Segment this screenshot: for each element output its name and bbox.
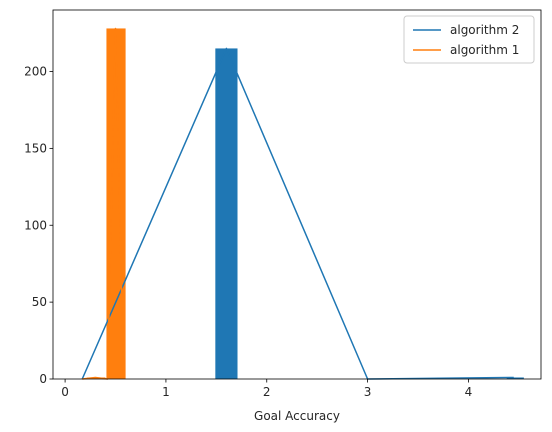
legend-label-algorithm-1: algorithm 1 bbox=[450, 43, 519, 57]
x-tick-label: 2 bbox=[263, 385, 271, 399]
x-tick-label: 3 bbox=[364, 385, 372, 399]
y-tick-label: 150 bbox=[24, 141, 47, 155]
line-algorithm-2 bbox=[81, 47, 514, 380]
legend-box bbox=[403, 15, 535, 64]
legend: algorithm 2 algorithm 1 bbox=[403, 15, 535, 64]
plot-frame bbox=[52, 9, 542, 380]
y-tick-label: 200 bbox=[24, 65, 47, 79]
x-axis: 0 1 2 3 4 bbox=[61, 379, 472, 399]
x-tick-label: 0 bbox=[61, 385, 69, 399]
bar-algorithm-2-1 bbox=[506, 377, 524, 379]
bars-layer bbox=[87, 28, 524, 379]
y-axis: 0 50 100 150 200 bbox=[24, 65, 53, 386]
x-tick-label: 1 bbox=[162, 385, 170, 399]
y-tick-label: 50 bbox=[32, 295, 47, 309]
x-axis-label: Goal Accuracy bbox=[254, 409, 340, 423]
y-tick-label: 0 bbox=[39, 372, 47, 386]
y-tick-label: 100 bbox=[24, 218, 47, 232]
bar-algorithm-2-0 bbox=[215, 48, 238, 379]
legend-label-algorithm-2: algorithm 2 bbox=[450, 23, 519, 37]
x-tick-label: 4 bbox=[465, 385, 473, 399]
lines-layer bbox=[81, 27, 514, 380]
